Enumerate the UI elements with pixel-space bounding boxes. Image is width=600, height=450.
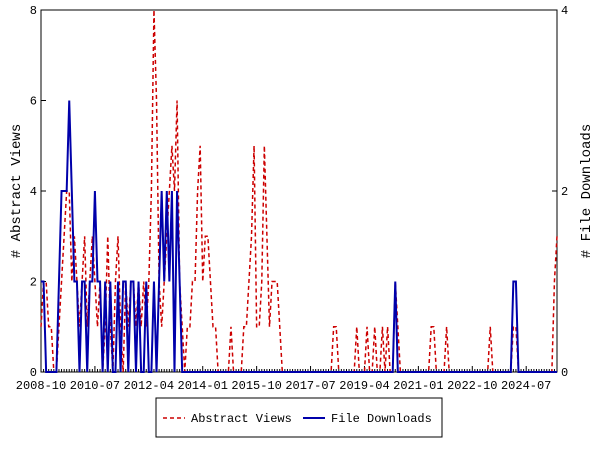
x-tick-label: 2022-10 — [447, 379, 497, 393]
y-tick-label: 8 — [30, 4, 37, 18]
legend-label: Abstract Views — [191, 412, 292, 426]
y-tick-label: 6 — [30, 95, 37, 109]
legend-box — [155, 397, 443, 438]
legend-label: File Downloads — [331, 412, 432, 426]
x-tick-label: 2010-07 — [70, 379, 120, 393]
x-tick-label: 2012-04 — [124, 379, 174, 393]
series-line — [41, 100, 557, 373]
x-tick-label: 2014-01 — [178, 379, 228, 393]
x-tick-label: 2017-07 — [285, 379, 335, 393]
y-axis-label: # Abstract Views — [9, 124, 25, 258]
y2-tick-label: 0 — [561, 366, 568, 380]
y2-tick-label: 4 — [561, 4, 568, 18]
y-tick-label: 4 — [30, 185, 37, 199]
y-tick-label: 0 — [30, 366, 37, 380]
x-tick-label: 2019-04 — [339, 379, 389, 393]
x-tick-label: 2021-01 — [393, 379, 443, 393]
x-tick-label: 2024-07 — [501, 379, 551, 393]
y2-tick-label: 2 — [561, 185, 568, 199]
y2-axis-label: # File Downloads — [579, 124, 595, 258]
y-tick-label: 2 — [30, 276, 37, 290]
x-tick-label: 2008-10 — [16, 379, 66, 393]
x-tick-label: 2015-10 — [231, 379, 281, 393]
